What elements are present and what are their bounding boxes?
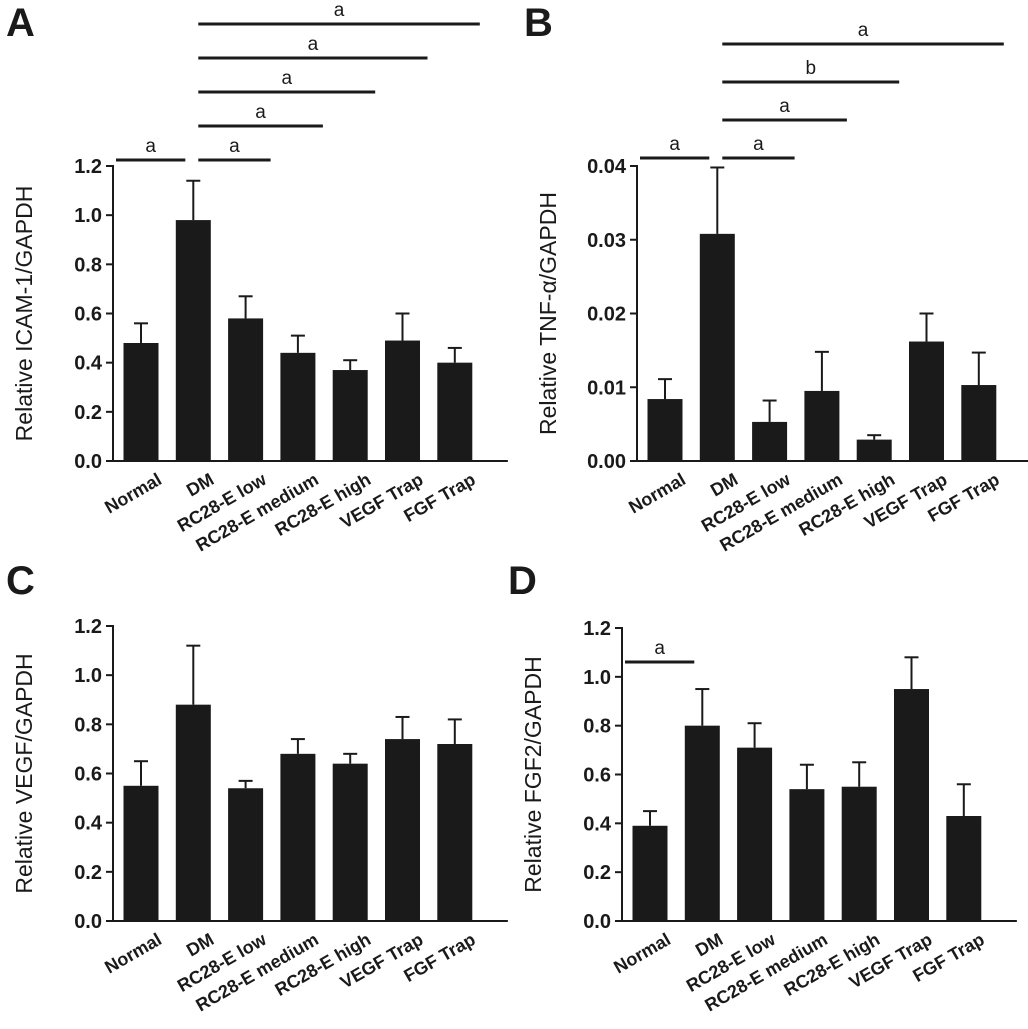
y-axis-title: Relative TNF-α/GAPDH [535, 192, 561, 435]
y-tick-label: 0.2 [74, 402, 102, 424]
y-tick-label: 0.8 [583, 716, 611, 738]
bar-0 [123, 343, 159, 461]
y-tick-label: 1.2 [74, 616, 102, 638]
panel-letter: C [6, 559, 35, 603]
y-tick-label: 1.2 [74, 156, 102, 178]
significance-label: a [779, 96, 790, 117]
significance-label: a [858, 20, 869, 41]
significance-label: a [255, 102, 266, 123]
bar-4 [856, 439, 892, 461]
bar-3 [789, 789, 825, 921]
bar-2 [228, 788, 264, 921]
x-tick-label: Normal [625, 469, 689, 517]
significance-label: a [229, 136, 240, 157]
bar-0 [632, 825, 668, 921]
significance-label: a [654, 638, 665, 659]
y-tick-label: 0.0 [74, 911, 102, 933]
bar-1 [699, 233, 735, 461]
chart-panel-d: D Relative FGF2/GAPDH 0.0 0.2 0.4 0.6 0.8 1.0 1.… [508, 559, 1017, 1015]
y-tick-label: 0.02 [587, 304, 626, 326]
significance-label: a [334, 0, 345, 21]
significance-label: a [669, 134, 680, 155]
significance-label: b [805, 58, 816, 79]
chart-panel-c: C Relative VEGF/GAPDH 0.0 0.2 0.4 0.6 0.8 1.0 1.… [6, 559, 508, 1015]
y-tick-label: 0.01 [587, 377, 626, 399]
y-axis-title: Relative FGF2/GAPDH [520, 656, 546, 892]
panel-letter: A [6, 1, 35, 45]
bar-5 [385, 739, 420, 921]
panel-letter: B [524, 1, 553, 45]
bar-5 [909, 341, 944, 461]
chart-panel-a: A Relative ICAM-1/GAPDH 0.0 0.2 0.4 0.6 0.8 1.0… [6, 0, 508, 555]
bar-1 [175, 220, 211, 461]
bar-0 [647, 399, 683, 461]
y-tick-label: 0.4 [74, 353, 103, 375]
bar-6 [961, 385, 997, 461]
y-tick-label: 0.00 [587, 451, 626, 473]
bar-1 [684, 725, 720, 921]
bar-2 [228, 318, 264, 461]
bar-4 [332, 370, 368, 461]
bar-6 [437, 362, 473, 461]
y-tick-label: 0.6 [74, 764, 102, 786]
bar-2 [752, 421, 788, 461]
significance-label: a [145, 136, 156, 157]
y-tick-label: 0.6 [74, 304, 102, 326]
y-tick-label: 0.0 [583, 911, 611, 933]
y-tick-label: 0.03 [587, 230, 626, 252]
bar-4 [841, 786, 877, 921]
y-tick-label: 0.0 [74, 451, 102, 473]
y-tick-label: 0.4 [74, 813, 103, 835]
panel-letter: D [508, 559, 537, 603]
bar-5 [385, 340, 420, 461]
bar-0 [123, 785, 159, 921]
x-tick-label: Normal [610, 929, 674, 977]
x-tick-label: Normal [101, 469, 165, 517]
bar-4 [332, 763, 368, 921]
bar-6 [437, 744, 473, 921]
bar-6 [946, 816, 982, 921]
x-tick-label: Normal [101, 929, 165, 977]
y-tick-label: 0.2 [74, 862, 102, 884]
y-tick-label: 1.0 [74, 665, 102, 687]
significance-label: a [308, 34, 319, 55]
bar-3 [280, 753, 316, 921]
y-tick-label: 0.4 [583, 813, 612, 835]
bar-3 [280, 352, 316, 461]
bar-3 [804, 390, 840, 461]
y-tick-label: 0.04 [587, 156, 627, 178]
significance-label: a [281, 68, 292, 89]
y-tick-label: 1.0 [583, 667, 611, 689]
y-tick-label: 0.2 [583, 862, 611, 884]
y-axis-title: Relative ICAM-1/GAPDH [11, 186, 37, 442]
chart-panel-b: B Relative TNF-α/GAPDH 0.00 0.01 0.02 0.03 0.0… [524, 1, 1028, 555]
y-tick-label: 0.6 [583, 765, 611, 787]
bar-2 [737, 747, 773, 921]
y-axis-title: Relative VEGF/GAPDH [11, 653, 37, 893]
significance-label: a [753, 134, 764, 155]
bar-1 [175, 704, 211, 921]
y-tick-label: 1.2 [583, 618, 611, 640]
y-tick-label: 1.0 [74, 205, 102, 227]
bar-5 [894, 689, 929, 921]
y-tick-label: 0.8 [74, 714, 102, 736]
y-tick-label: 0.8 [74, 254, 102, 276]
